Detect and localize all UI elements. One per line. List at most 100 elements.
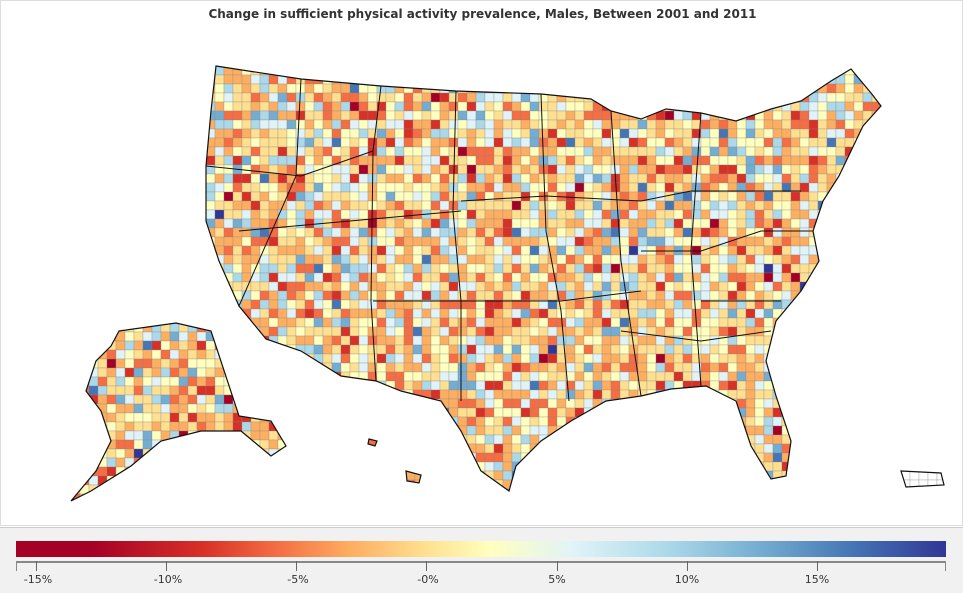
county: [790, 245, 801, 256]
county: [268, 488, 279, 491]
county: [493, 254, 504, 265]
county: [484, 119, 495, 130]
county: [268, 299, 279, 310]
county: [304, 344, 315, 355]
county: [673, 74, 684, 85]
county: [403, 425, 414, 436]
county: [457, 191, 468, 202]
county: [206, 488, 216, 491]
county: [736, 281, 747, 292]
county: [493, 461, 504, 472]
county: [772, 209, 783, 220]
state-border: [452, 90, 462, 401]
county: [772, 110, 783, 121]
county: [709, 425, 720, 436]
county: [322, 155, 333, 166]
county: [799, 218, 810, 229]
county: [457, 137, 468, 148]
county: [511, 398, 522, 409]
county: [124, 376, 135, 387]
county: [403, 101, 414, 112]
county: [439, 362, 450, 373]
county: [466, 236, 477, 247]
county: [835, 101, 846, 112]
county: [493, 416, 504, 427]
county: [250, 452, 261, 463]
county: [232, 308, 243, 319]
county: [421, 398, 432, 409]
county: [628, 101, 639, 112]
county: [799, 191, 810, 202]
county: [718, 425, 729, 436]
county: [727, 380, 738, 391]
county: [556, 92, 567, 103]
county: [304, 281, 315, 292]
county: [763, 245, 774, 256]
county: [277, 83, 288, 94]
county: [394, 263, 405, 274]
legend-tick: [557, 561, 558, 571]
county: [331, 425, 342, 436]
county: [475, 110, 486, 121]
county: [853, 380, 864, 391]
county: [655, 119, 666, 130]
county: [862, 173, 873, 184]
county: [673, 353, 684, 364]
county: [430, 407, 441, 418]
county: [637, 479, 648, 490]
county: [790, 218, 801, 229]
county: [502, 155, 513, 166]
county: [475, 128, 486, 139]
county: [286, 155, 297, 166]
county: [412, 254, 423, 265]
county: [268, 439, 279, 450]
county: [853, 299, 864, 310]
county: [421, 344, 432, 355]
county: [385, 326, 396, 337]
county: [304, 66, 315, 76]
county: [918, 479, 929, 487]
county: [439, 173, 450, 184]
county: [610, 66, 621, 76]
county: [511, 461, 522, 472]
county: [520, 443, 531, 454]
county: [781, 101, 792, 112]
county: [250, 457, 261, 468]
county: [529, 119, 540, 130]
county: [862, 335, 873, 346]
county: [322, 101, 333, 112]
county: [241, 407, 252, 418]
county: [277, 479, 288, 490]
county: [322, 227, 333, 238]
county: [691, 308, 702, 319]
county: [871, 299, 881, 310]
county: [655, 470, 666, 481]
county: [304, 110, 315, 121]
county: [493, 272, 504, 283]
county: [781, 191, 792, 202]
county: [817, 425, 828, 436]
county: [826, 227, 837, 238]
county: [322, 254, 333, 265]
county: [358, 317, 369, 328]
county: [358, 479, 369, 490]
county: [772, 461, 783, 472]
county: [259, 128, 270, 139]
county: [745, 470, 756, 481]
county: [277, 389, 288, 400]
county: [763, 218, 774, 229]
county: [745, 218, 756, 229]
county: [71, 457, 81, 468]
county: [376, 146, 387, 157]
county: [538, 362, 549, 373]
county: [556, 110, 567, 121]
county: [799, 425, 810, 436]
county: [655, 155, 666, 166]
county-choropleth-map[interactable]: [1, 1, 963, 525]
county: [241, 448, 252, 459]
county: [547, 101, 558, 112]
county: [331, 326, 342, 337]
county: [439, 434, 450, 445]
county: [808, 317, 819, 328]
county: [799, 164, 810, 175]
